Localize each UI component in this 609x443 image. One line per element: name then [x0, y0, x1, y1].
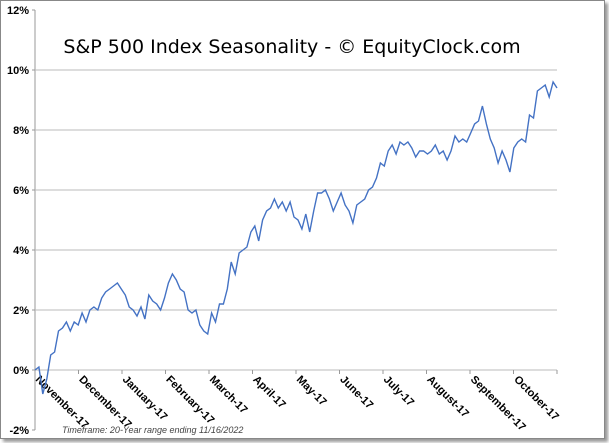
x-tick-label: March-17: [207, 374, 250, 417]
x-tick-label: May-17: [294, 374, 329, 409]
chart-title: S&P 500 Index Seasonality - © EquityCloc…: [63, 36, 520, 58]
timeframe-note: Timeframe: 20-Year range ending 11/16/20…: [62, 425, 243, 435]
y-tick-label: 0%: [13, 365, 29, 377]
y-tick-label: 4%: [13, 245, 29, 257]
x-tick-label: July-17: [381, 374, 416, 409]
y-tick-label: 6%: [13, 185, 29, 197]
y-tick-label: -2%: [9, 425, 29, 437]
y-tick-label: 8%: [13, 125, 29, 137]
series-line: [34, 80, 558, 395]
y-tick-label: 2%: [13, 305, 29, 317]
x-tick-label: June-17: [337, 374, 375, 412]
y-tick-label: 10%: [7, 65, 29, 77]
x-tick-label: April-17: [250, 374, 287, 411]
y-tick-label: 12%: [7, 5, 29, 17]
x-tick-label: August-17: [424, 374, 471, 421]
